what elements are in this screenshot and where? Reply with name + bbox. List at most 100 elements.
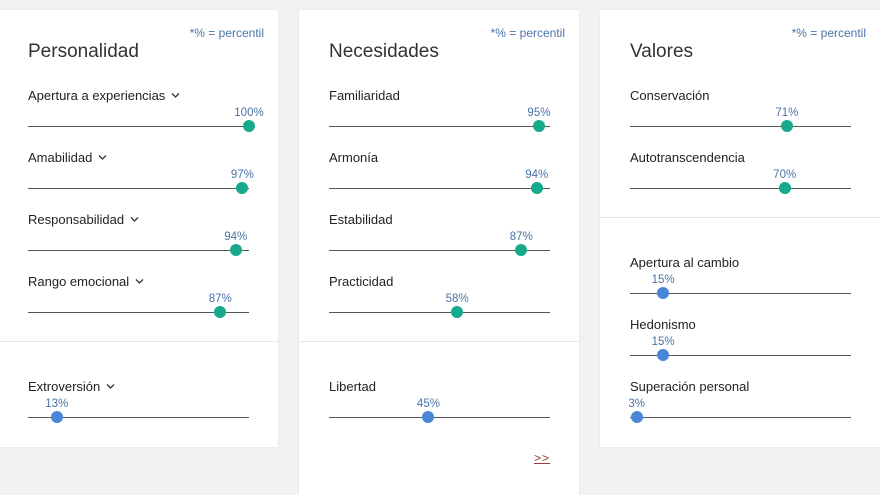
- card-title: Personalidad: [28, 41, 139, 62]
- card-title: Necesidades: [329, 41, 439, 62]
- slider-knob: [451, 306, 464, 318]
- slider-track: [630, 188, 851, 189]
- trait-name[interactable]: Amabilidad: [28, 150, 107, 165]
- percentile-value: 15%: [651, 274, 675, 286]
- percentile-value: 13%: [45, 398, 69, 410]
- slider-knob: [422, 411, 435, 423]
- trait-row[interactable]: Responsabilidad 94%: [28, 212, 249, 272]
- slider-track: [28, 126, 249, 127]
- trait-name: Practicidad: [329, 274, 393, 289]
- slider-knob: [657, 349, 670, 361]
- percentile-value: 94%: [224, 231, 248, 243]
- trait-label: Extroversión: [28, 379, 101, 394]
- trait-name: Apertura al cambio: [630, 255, 739, 270]
- section-divider: [299, 341, 579, 342]
- trait-row[interactable]: Amabilidad 97%: [28, 150, 254, 210]
- values-card: *% = percentil Valores Conservación 71% Au…: [600, 10, 880, 447]
- trait-name[interactable]: Rango emocional: [28, 274, 144, 289]
- trait-name: Armonía: [329, 150, 378, 165]
- slider-track: [28, 250, 249, 251]
- slider-track: [329, 250, 550, 251]
- slider-knob: [515, 244, 528, 256]
- percentile-value: 15%: [651, 336, 675, 348]
- trait-row: Superación personal 3%: [628, 379, 851, 439]
- trait-row: Apertura al cambio 15%: [630, 255, 851, 315]
- slider-knob: [530, 182, 543, 194]
- chevron-down-icon[interactable]: [171, 92, 180, 99]
- trait-name[interactable]: Apertura a experiencias: [28, 88, 180, 103]
- chevron-down-icon[interactable]: [98, 154, 107, 161]
- percentile-note: *% = percentil: [490, 26, 565, 40]
- trait-label: Apertura a experiencias: [28, 88, 166, 103]
- percentile-value: 100%: [234, 107, 264, 119]
- percentile-note: *% = percentil: [791, 26, 866, 40]
- trait-row[interactable]: Extroversión 13%: [28, 379, 249, 439]
- chevron-down-icon[interactable]: [130, 216, 139, 223]
- trait-row: Autotranscendencia 70%: [630, 150, 851, 210]
- slider-knob: [657, 287, 670, 299]
- more-link[interactable]: >>: [533, 451, 550, 465]
- percentile-value: 70%: [773, 169, 797, 181]
- percentile-value: 87%: [509, 231, 533, 243]
- trait-name: Superación personal: [630, 379, 749, 394]
- card-title: Valores: [630, 41, 694, 62]
- slider-knob: [778, 182, 791, 194]
- slider-track: [28, 312, 249, 313]
- trait-label: Estabilidad: [329, 212, 393, 227]
- percentile-value: 87%: [208, 293, 232, 305]
- slider-track: [329, 188, 550, 189]
- trait-label: Practicidad: [329, 274, 394, 289]
- slider-track: [329, 417, 550, 418]
- percentile-value: 71%: [775, 107, 799, 119]
- trait-name: Libertad: [329, 379, 376, 394]
- percentile-value: 95%: [527, 107, 551, 119]
- slider-track: [630, 293, 851, 294]
- trait-label: Autotranscendencia: [630, 150, 745, 165]
- trait-name: Conservación: [630, 88, 710, 103]
- trait-label: Familiaridad: [329, 88, 400, 103]
- trait-name: Hedonismo: [630, 317, 696, 332]
- percentile-value: 3%: [628, 398, 645, 410]
- slider-track: [630, 126, 851, 127]
- section-divider: [600, 217, 880, 218]
- slider-track: [630, 417, 851, 418]
- slider-knob: [630, 411, 643, 423]
- slider-track: [28, 417, 249, 418]
- trait-label: Responsabilidad: [28, 212, 125, 227]
- chevron-down-icon[interactable]: [106, 383, 115, 390]
- percentile-value: 97%: [230, 169, 254, 181]
- slider-track: [329, 126, 550, 127]
- slider-knob: [214, 306, 227, 318]
- trait-row: Familiaridad 95%: [329, 88, 550, 148]
- slider-track: [329, 312, 550, 313]
- trait-label: Libertad: [329, 379, 376, 394]
- slider-track: [28, 188, 249, 189]
- slider-knob: [229, 244, 242, 256]
- trait-row: Armonía 94%: [329, 150, 550, 210]
- personality-card: *% = percentil Personalidad Apertura a e…: [0, 10, 278, 447]
- trait-label: Conservación: [630, 88, 710, 103]
- trait-row: Hedonismo 15%: [630, 317, 851, 377]
- slider-track: [630, 355, 851, 356]
- trait-name[interactable]: Extroversión: [28, 379, 115, 394]
- percentile-value: 58%: [445, 293, 469, 305]
- trait-label: Hedonismo: [630, 317, 696, 332]
- slider-knob: [50, 411, 63, 423]
- trait-name: Autotranscendencia: [630, 150, 745, 165]
- slider-knob: [780, 120, 793, 132]
- trait-label: Armonía: [329, 150, 379, 165]
- trait-label: Rango emocional: [28, 274, 130, 289]
- section-divider: [0, 341, 278, 342]
- trait-row[interactable]: Rango emocional 87%: [28, 274, 249, 334]
- chevron-down-icon[interactable]: [135, 278, 144, 285]
- slider-knob: [243, 120, 255, 132]
- trait-row: Libertad 45%: [329, 379, 550, 439]
- trait-label: Amabilidad: [28, 150, 93, 165]
- trait-name[interactable]: Responsabilidad: [28, 212, 139, 227]
- needs-card: *% = percentil Necesidades Familiaridad 9…: [299, 10, 579, 495]
- trait-name: Familiaridad: [329, 88, 400, 103]
- trait-row: Practicidad 58%: [329, 274, 550, 334]
- trait-label: Apertura al cambio: [630, 255, 740, 270]
- trait-row[interactable]: Apertura a experiencias 100%: [28, 88, 264, 148]
- trait-name: Estabilidad: [329, 212, 393, 227]
